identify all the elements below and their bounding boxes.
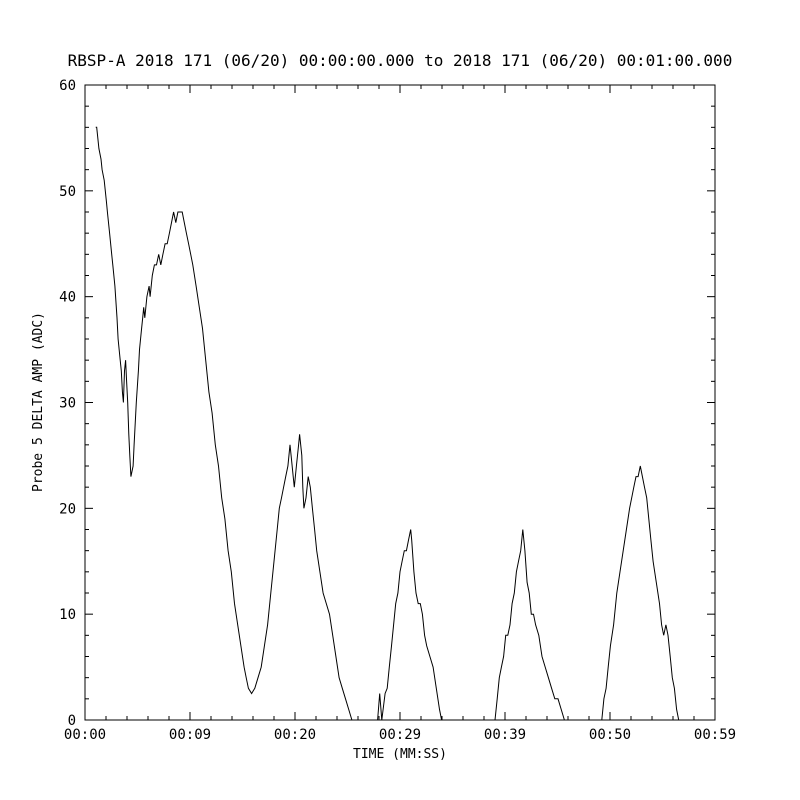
x-tick-label: 00:59 bbox=[694, 727, 736, 743]
x-tick-label: 00:00 bbox=[64, 727, 106, 743]
x-tick-label: 00:09 bbox=[169, 727, 211, 743]
y-tick-label: 0 bbox=[68, 713, 76, 729]
x-tick-label: 00:20 bbox=[274, 727, 316, 743]
y-tick-label: 50 bbox=[59, 184, 76, 200]
x-tick-label: 00:39 bbox=[484, 727, 526, 743]
x-axis-label: TIME (MM:SS) bbox=[353, 747, 447, 762]
x-tick-label: 00:29 bbox=[379, 727, 421, 743]
y-tick-label: 20 bbox=[59, 501, 76, 517]
plot-frame bbox=[84, 84, 716, 721]
plot-border bbox=[84, 84, 716, 721]
axis-tick-labels: 00:00 00:09 00:20 00:29 00:39 00:50 00:59 0 10 20… bbox=[59, 78, 736, 743]
axis-ticks bbox=[84, 84, 716, 721]
chart-title: RBSP-A 2018 171 (06/20) 00:00:00.000 to … bbox=[68, 51, 733, 70]
y-axis-label: Probe 5 DELTA AMP (ADC) bbox=[31, 312, 46, 492]
y-tick-label: 30 bbox=[59, 396, 76, 412]
data-trace bbox=[95, 126, 686, 721]
data-series bbox=[95, 126, 686, 721]
y-tick-label: 60 bbox=[59, 78, 76, 94]
x-tick-label: 00:50 bbox=[589, 727, 631, 743]
y-tick-label: 40 bbox=[59, 290, 76, 306]
y-tick-label: 10 bbox=[59, 607, 76, 623]
